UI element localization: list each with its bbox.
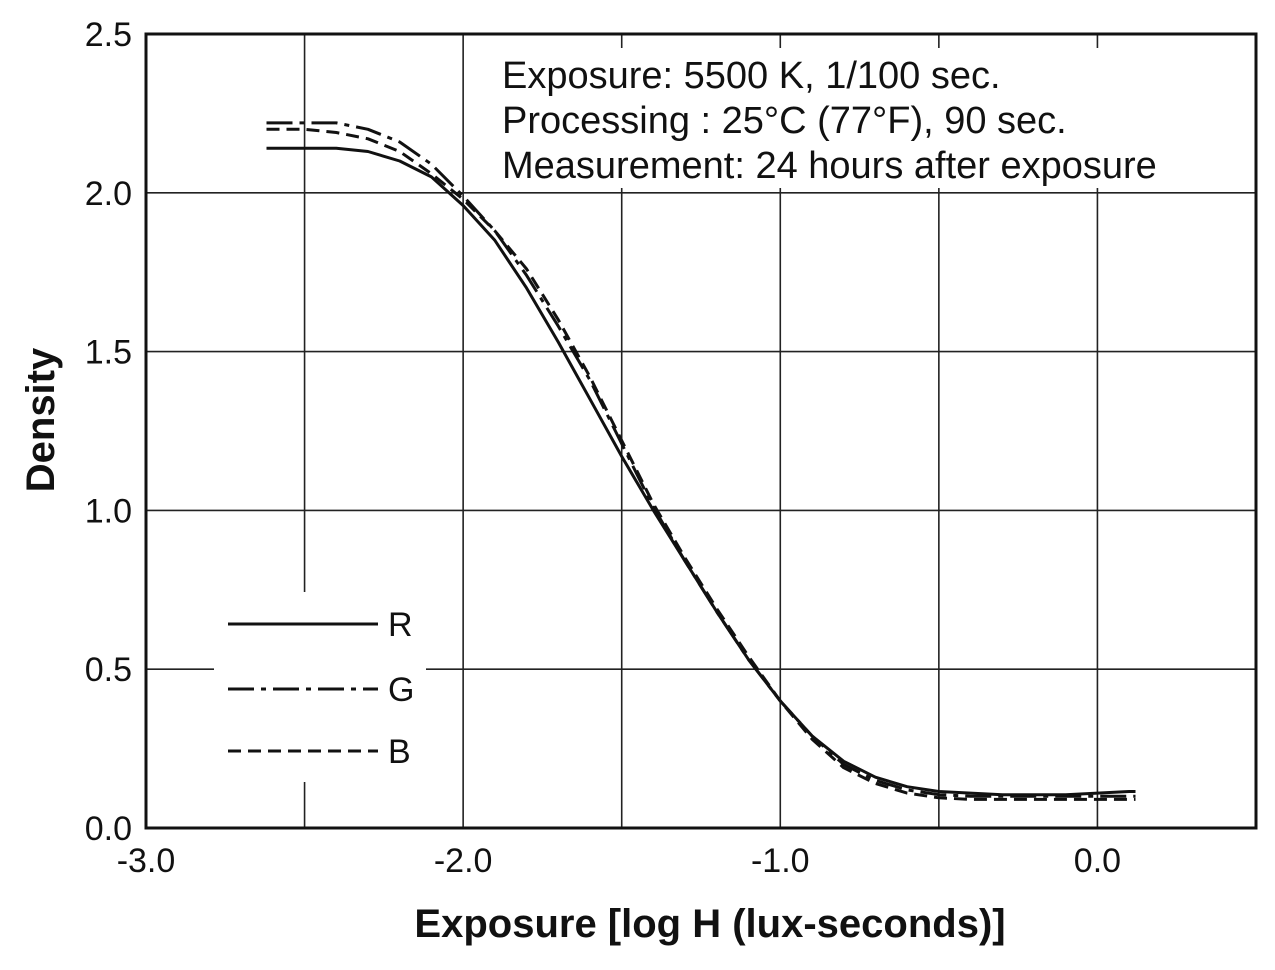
annotation-line-2: Processing : 25°C (77°F), 90 sec. — [502, 100, 1067, 142]
series-layer — [266, 121, 1136, 801]
series-line-b — [266, 127, 1136, 801]
y-tick-label: 2.0 — [85, 175, 132, 213]
y-tick-label: 0.0 — [85, 810, 132, 848]
y-tick-label: 1.0 — [85, 492, 132, 530]
y-tick-label: 1.5 — [85, 334, 132, 372]
legend-label-g: G — [388, 671, 414, 709]
x-tick-label: -1.0 — [751, 842, 810, 880]
x-tick-label: -2.0 — [434, 842, 493, 880]
annotation-background — [494, 48, 1249, 188]
y-axis-title: Density — [19, 347, 63, 492]
legend-label-r: R — [388, 606, 413, 644]
tick-labels: -3.0 -2.0 -1.0 0.0 0.0 0.5 1.0 1.5 2.0 2.5 — [85, 16, 1121, 880]
legend: RGB — [214, 592, 426, 782]
x-tick-label: 0.0 — [1074, 842, 1121, 880]
annotation-line-3: Measurement: 24 hours after exposure — [502, 145, 1157, 187]
y-tick-label: 0.5 — [85, 651, 132, 689]
y-tick-label: 2.5 — [85, 16, 132, 54]
x-tick-label: -3.0 — [117, 842, 176, 880]
series-line-g — [266, 121, 1136, 798]
plot-frame — [144, 32, 1258, 830]
x-axis-title: Exposure [log H (lux-seconds)] — [414, 902, 1005, 946]
legend-label-b: B — [388, 733, 411, 771]
annotation-line-1: Exposure: 5500 K, 1/100 sec. — [502, 55, 1001, 97]
